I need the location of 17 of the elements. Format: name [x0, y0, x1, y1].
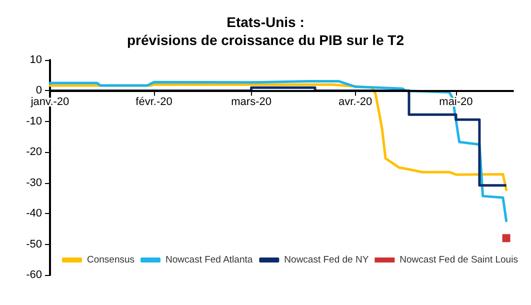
y-tick-label: -10	[26, 115, 42, 128]
x-tick-label: mars-20	[231, 96, 272, 108]
x-tick-label: févr.-20	[136, 96, 172, 108]
y-tick-label: -60	[26, 269, 42, 281]
y-tick-label: 10	[30, 54, 42, 66]
y-tick-label: -40	[26, 208, 42, 220]
legend-label: Nowcast Fed Atlanta	[166, 254, 254, 266]
y-tick-label: -20	[26, 146, 42, 158]
legend-label: Consensus	[87, 254, 135, 266]
chart-subtitle: prévisions de croissance du PIB sur le T2	[127, 32, 404, 48]
y-tick-label: -50	[26, 238, 42, 250]
x-tick-label: avr.-20	[338, 96, 372, 108]
legend-label: Nowcast Fed de Saint Louis	[400, 254, 518, 266]
legend-label: Nowcast Fed de NY	[284, 254, 370, 266]
y-tick-label: 0	[36, 84, 42, 97]
chart-title: Etats-Unis :	[226, 14, 304, 30]
y-tick-label: -30	[26, 176, 42, 189]
